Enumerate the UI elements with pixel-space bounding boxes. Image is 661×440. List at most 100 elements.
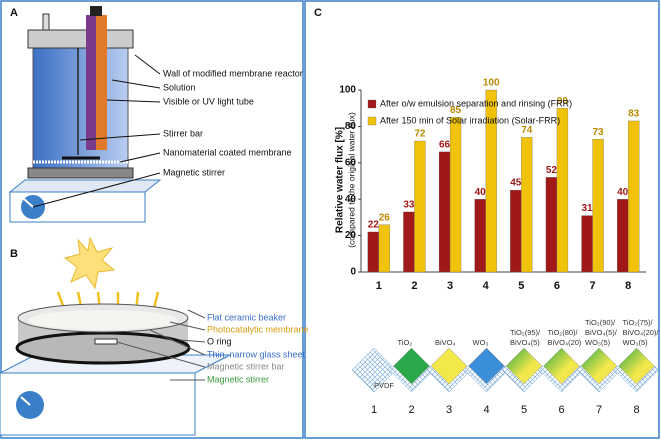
annotation: O ring (207, 336, 232, 346)
x-tick-label: 5 (518, 280, 524, 292)
membrane-number: 7 (596, 404, 602, 416)
annotation: Magnetic stirrer bar (207, 361, 285, 371)
bar (414, 140, 426, 273)
membrane-number: 4 (483, 404, 489, 416)
data-label: 26 (379, 212, 391, 223)
panel-label: B (10, 248, 18, 260)
panel-label: C (314, 7, 322, 19)
membrane-number: 5 (521, 404, 527, 416)
data-label: 74 (521, 125, 533, 136)
x-tick-label: 8 (625, 280, 631, 292)
membrane-coating (393, 347, 430, 385)
membrane-label: PVDF (374, 381, 394, 390)
data-label: 22 (368, 220, 380, 231)
y-axis-subtitle: (compared to the original water flux) (346, 112, 356, 248)
data-label: 31 (582, 203, 594, 214)
data-label: 40 (475, 187, 487, 198)
bar (510, 189, 522, 273)
data-label: 66 (439, 140, 451, 151)
membrane-number: 2 (408, 404, 414, 416)
photoreactor (0, 236, 231, 436)
data-label: 85 (450, 105, 462, 116)
bar (628, 120, 640, 273)
membrane-label: TiO₂(95)/ (510, 328, 541, 337)
membrane-number: 6 (558, 404, 564, 416)
data-label: 100 (483, 78, 500, 89)
membrane-coating (543, 347, 580, 385)
legend-label: After 150 min of Solar irradiation (Sola… (380, 115, 560, 125)
x-tick-label: 2 (411, 280, 417, 292)
data-label: 83 (628, 109, 640, 120)
x-tick-label: 1 (376, 280, 382, 292)
bar (617, 199, 629, 273)
membrane-label: TiO₂(75)/ (623, 318, 654, 327)
annotation: Flat ceramic beaker (207, 312, 286, 322)
membrane-label: BiVO₄(20)/ (623, 328, 660, 337)
membrane-number: 8 (633, 404, 639, 416)
membrane-backing (351, 347, 397, 393)
membrane-number: 3 (446, 404, 452, 416)
membrane-label: WO₃(5) (623, 338, 649, 347)
membrane-label: WO₃(5) (585, 338, 611, 347)
bar (378, 224, 390, 273)
membrane-coating (580, 347, 618, 385)
bar (367, 231, 379, 273)
y-tick-label: 100 (339, 85, 356, 96)
membrane-label: TiO₂(80)/ (548, 328, 579, 337)
membrane-label: BiVO₄ (435, 338, 456, 347)
data-label: 72 (414, 129, 426, 140)
membrane-coating (468, 347, 505, 385)
bar (438, 151, 451, 273)
annotation: Nanomaterial coated membrane (163, 147, 292, 157)
membrane-label: TiO₂(90)/ (585, 318, 616, 327)
y-tick-label: 0 (350, 267, 356, 278)
data-label: 52 (546, 165, 558, 176)
bar (545, 177, 558, 273)
membrane-label: TiO₂ (398, 338, 413, 347)
data-label: 40 (617, 187, 629, 198)
annotation: Magnetic stirrer (207, 374, 269, 384)
data-label: 45 (510, 178, 522, 189)
bar (474, 199, 486, 273)
annotation: Photocatalytic membrane (207, 324, 309, 334)
x-tick-label: 3 (447, 280, 453, 292)
membrane-coating (505, 347, 543, 385)
bar (485, 89, 497, 273)
membrane-label: BiVO₄(20) (548, 338, 582, 347)
panel-frame (304, 0, 660, 439)
bar (403, 211, 415, 273)
data-label: 90 (557, 96, 569, 107)
membrane-number: 1 (371, 404, 377, 416)
bar (449, 117, 462, 273)
panel-label: A (10, 7, 18, 19)
membrane-label: WO₃ (473, 338, 489, 347)
membrane-coating (618, 347, 655, 385)
membrane-label: BiVO₄(5)/ (585, 328, 618, 337)
legend-swatch (367, 99, 377, 109)
annotation: Stirrer bar (163, 128, 203, 138)
reactor (8, 6, 162, 223)
bar (581, 215, 593, 273)
panel-frame (0, 0, 304, 439)
x-tick-label: 6 (554, 280, 560, 292)
membrane-label: BiVO₄(5) (510, 338, 540, 347)
x-tick-label: 7 (590, 280, 596, 292)
bar-chart: Relative water flux [%] (compared to the… (335, 112, 357, 248)
y-axis-title: Relative water flux [%] (335, 127, 346, 233)
annotation: Solution (163, 82, 196, 92)
data-label: 73 (593, 127, 605, 138)
x-tick-label: 4 (483, 280, 490, 292)
y-tick-label: 40 (345, 194, 357, 205)
annotation: Wall of modified membrane reactor (163, 68, 303, 78)
bar (521, 137, 533, 273)
annotation: Magnetic stirrer (163, 167, 225, 177)
y-tick-label: 60 (345, 157, 357, 168)
legend-swatch (367, 116, 377, 126)
bar (592, 138, 604, 273)
y-tick-label: 20 (345, 230, 357, 241)
membrane-row: 1 PVDF 2 TiO₂ 3 BiVO₄ 4 WO₃ 5 TiO₂(95)/BiVO₄(5) 6 T… (351, 318, 660, 416)
annotation: Thin, narrow glass sheet (207, 349, 306, 359)
data-label: 33 (403, 200, 415, 211)
legend-label: After o/w emulsion separation and rinsin… (380, 98, 572, 108)
